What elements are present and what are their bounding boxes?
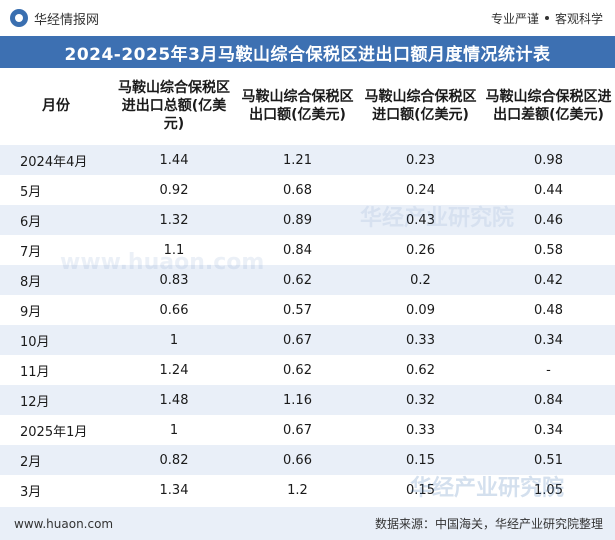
cell-balance: 0.84 <box>534 392 563 408</box>
table-row: 6月 1.32 0.89 0.43 0.46 <box>0 205 615 235</box>
cell-total: 1.1 <box>163 242 185 258</box>
cell-export: 0.67 <box>283 422 312 438</box>
cell-export: 1.21 <box>283 152 312 168</box>
cell-import: 0.15 <box>406 482 435 498</box>
header-export: 马鞍山综合保税区出口额(亿美元) <box>241 89 354 123</box>
cell-balance: 0.58 <box>534 242 563 258</box>
cell-total: 1.34 <box>159 482 189 498</box>
header-total: 马鞍山综合保税区进出口总额(亿美元) <box>118 80 230 132</box>
cell-import: 0.24 <box>406 182 435 198</box>
cell-total: 1.44 <box>159 152 189 168</box>
cell-month: 8月 <box>20 274 42 290</box>
table-row: 2月 0.82 0.66 0.15 0.51 <box>0 445 615 475</box>
header-balance: 马鞍山综合保税区进出口差额(亿美元) <box>485 89 612 123</box>
cell-import: 0.62 <box>406 362 435 378</box>
separator-dot-icon <box>544 16 549 20</box>
cell-month: 7月 <box>20 244 42 260</box>
table-row: 11月 1.24 0.62 0.62 - <box>0 355 615 385</box>
cell-balance: 0.34 <box>534 422 563 438</box>
table-row: 2024年4月 1.44 1.21 0.23 0.98 <box>0 145 615 175</box>
cell-import: 0.15 <box>406 452 435 468</box>
cell-import: 0.32 <box>406 392 435 408</box>
tagline-right: 客观科学 <box>554 11 603 26</box>
cell-month: 5月 <box>20 184 42 200</box>
table-row: 5月 0.92 0.68 0.24 0.44 <box>0 175 615 205</box>
cell-total: 0.83 <box>159 272 189 288</box>
cell-total: 1.24 <box>159 362 189 378</box>
cell-balance: 0.51 <box>534 452 563 468</box>
huajing-logo-icon <box>10 9 28 27</box>
table-row: 8月 0.83 0.62 0.2 0.42 <box>0 265 615 295</box>
cell-total: 0.82 <box>159 452 189 468</box>
cell-import: 0.2 <box>410 272 431 288</box>
table-row: 7月 1.1 0.84 0.26 0.58 <box>0 235 615 265</box>
cell-month: 9月 <box>20 304 42 320</box>
cell-month: 11月 <box>20 364 50 380</box>
cell-import: 0.33 <box>406 332 435 348</box>
footer: www.huaon.com 数据来源：中国海关，华经产业研究院整理 <box>0 507 615 540</box>
cell-export: 1.16 <box>283 392 312 408</box>
cell-month: 2025年1月 <box>20 424 88 440</box>
cell-total: 1.48 <box>159 392 189 408</box>
cell-import: 0.43 <box>406 212 435 228</box>
cell-total: 0.92 <box>159 182 189 198</box>
cell-export: 0.66 <box>283 452 312 468</box>
cell-month: 12月 <box>20 394 50 410</box>
cell-import: 0.33 <box>406 422 435 438</box>
cell-month: 10月 <box>20 334 50 350</box>
table-row: 12月 1.48 1.16 0.32 0.84 <box>0 385 615 415</box>
table-row: 10月 1 0.67 0.33 0.34 <box>0 325 615 355</box>
cell-balance: 0.34 <box>534 332 563 348</box>
header-month: 月份 <box>42 98 70 114</box>
brand-name: 华经情报网 <box>34 12 100 28</box>
cell-balance: 0.44 <box>534 182 563 198</box>
cell-balance: 1.05 <box>534 482 563 498</box>
cell-total: 0.66 <box>159 302 189 318</box>
cell-export: 0.68 <box>283 182 312 198</box>
cell-balance: 0.98 <box>534 152 563 168</box>
table-row: 2025年1月 1 0.67 0.33 0.34 <box>0 415 615 445</box>
cell-import: 0.09 <box>406 302 435 318</box>
top-bar: 华经情报网 专业严谨 客观科学 <box>0 0 615 36</box>
table-title: 2024-2025年3月马鞍山综合保税区进出口额月度情况统计表 <box>0 36 615 68</box>
cell-total: 1.32 <box>159 212 189 228</box>
cell-month: 2月 <box>20 454 42 470</box>
cell-export: 1.2 <box>287 482 308 498</box>
tagline: 专业严谨 客观科学 <box>491 10 603 27</box>
cell-export: 0.57 <box>283 302 312 318</box>
cell-total: 1 <box>169 422 179 438</box>
cell-import: 0.26 <box>406 242 435 258</box>
cell-balance: 0.46 <box>534 212 563 228</box>
cell-month: 2024年4月 <box>20 154 88 170</box>
footer-source: 数据来源：中国海关，华经产业研究院整理 <box>374 517 603 531</box>
header-import: 马鞍山综合保税区进口额(亿美元) <box>364 89 477 123</box>
tagline-left: 专业严谨 <box>490 11 539 26</box>
cell-total: 1 <box>169 332 179 348</box>
table-header: 月份 马鞍山综合保税区进出口总额(亿美元) 马鞍山综合保税区出口额(亿美元) 马… <box>0 70 615 142</box>
table-row: 3月 1.34 1.2 0.15 1.05 <box>0 475 615 505</box>
cell-balance: - <box>546 362 551 378</box>
cell-month: 6月 <box>20 214 42 230</box>
table-row: 9月 0.66 0.57 0.09 0.48 <box>0 295 615 325</box>
footer-website: www.huaon.com <box>14 516 114 531</box>
cell-export: 0.62 <box>283 362 312 378</box>
cell-balance: 0.42 <box>534 272 563 288</box>
brand: 华经情报网 <box>10 9 99 28</box>
table-body: 2024年4月 1.44 1.21 0.23 0.98 5月 0.92 0.68… <box>0 145 615 505</box>
cell-import: 0.23 <box>406 152 435 168</box>
cell-balance: 0.48 <box>534 302 563 318</box>
cell-export: 0.67 <box>283 332 312 348</box>
cell-export: 0.62 <box>283 272 312 288</box>
cell-month: 3月 <box>20 484 42 500</box>
cell-export: 0.89 <box>283 212 312 228</box>
cell-export: 0.84 <box>283 242 312 258</box>
